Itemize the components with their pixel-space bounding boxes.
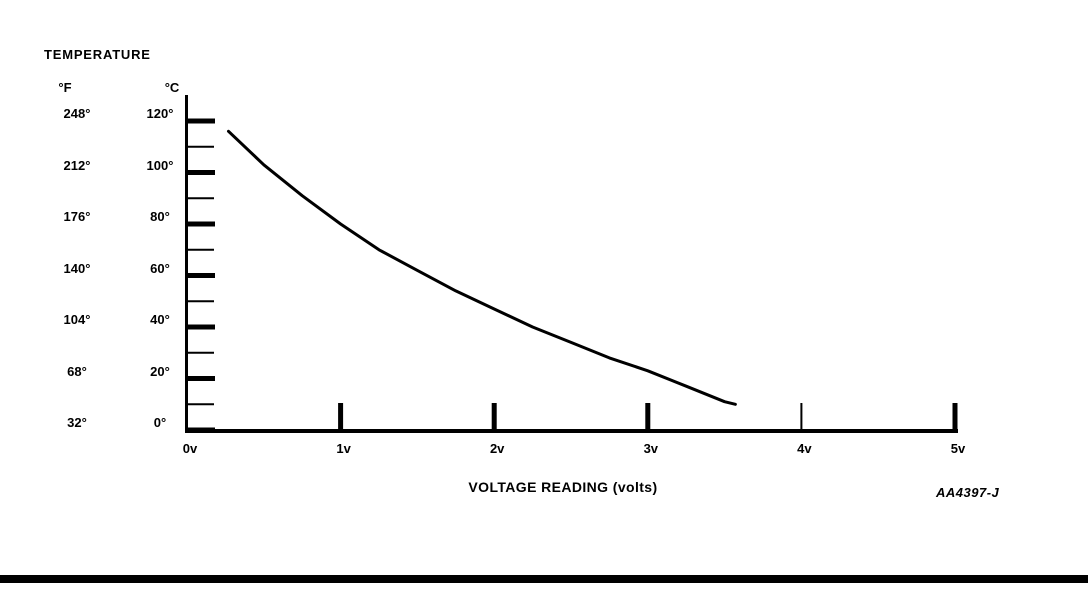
y-tick-label-fahrenheit: 248°: [63, 106, 91, 121]
y-axis-unit-fahrenheit: °F: [58, 80, 72, 95]
y-axis-major-tick: [187, 376, 215, 381]
y-tick-label-fahrenheit: 140°: [63, 260, 91, 276]
y-axis-minor-tick: [187, 197, 214, 200]
x-axis-tick: [645, 403, 651, 429]
x-axis-line: [185, 429, 958, 433]
y-tick-label-celsius: 80°: [150, 209, 170, 224]
y-tick-label-fahrenheit: 68°: [67, 363, 87, 379]
x-axis-tick: [338, 403, 344, 429]
y-axis-minor-tick: [187, 145, 214, 148]
y-axis-minor-tick: [187, 300, 214, 303]
x-tick-label: 0v: [182, 441, 198, 456]
y-axis-minor-tick: [187, 403, 214, 406]
page-bottom-rule: [0, 575, 1088, 583]
y-tick-label-celsius: 40°: [150, 312, 170, 327]
y-axis-minor-tick: [187, 351, 214, 354]
y-tick-label-fahrenheit: 212°: [63, 157, 91, 173]
chart-title: TEMPERATURE: [44, 47, 151, 62]
y-tick-label-fahrenheit: 176°: [63, 209, 91, 224]
y-tick-label-fahrenheit: 32°: [67, 415, 87, 430]
x-axis-tick: [952, 403, 958, 429]
x-axis-title: VOLTAGE READING (volts): [468, 479, 658, 495]
x-tick-label: 2v: [489, 441, 505, 456]
x-tick-label: 1v: [336, 441, 351, 456]
x-axis-tick: [491, 403, 497, 429]
y-tick-label-celsius: 0°: [153, 415, 167, 430]
x-tick-label: 5v: [950, 441, 966, 456]
y-axis-major-tick: [187, 273, 215, 278]
y-axis-major-tick: [187, 427, 215, 433]
y-axis-major-tick: [187, 221, 215, 227]
y-tick-label-celsius: 100°: [146, 157, 174, 173]
x-tick-label: 4v: [797, 441, 812, 456]
y-axis-line: [185, 95, 188, 433]
y-tick-label-celsius: 120°: [146, 106, 174, 121]
x-tick-label: 3v: [643, 441, 659, 456]
y-axis-minor-tick: [187, 248, 214, 251]
y-axis-unit-celsius: °C: [164, 80, 180, 95]
temperature-voltage-curve: [227, 129, 737, 406]
y-axis-major-tick: [187, 118, 215, 124]
y-axis-major-tick: [187, 170, 215, 175]
y-tick-label-celsius: 20°: [150, 363, 170, 379]
y-tick-label-celsius: 60°: [150, 260, 170, 276]
x-axis-tick: [800, 403, 803, 429]
figure-reference-code: AA4397-J: [936, 485, 1000, 500]
y-axis-major-tick: [187, 324, 215, 330]
y-tick-label-fahrenheit: 104°: [63, 312, 91, 327]
